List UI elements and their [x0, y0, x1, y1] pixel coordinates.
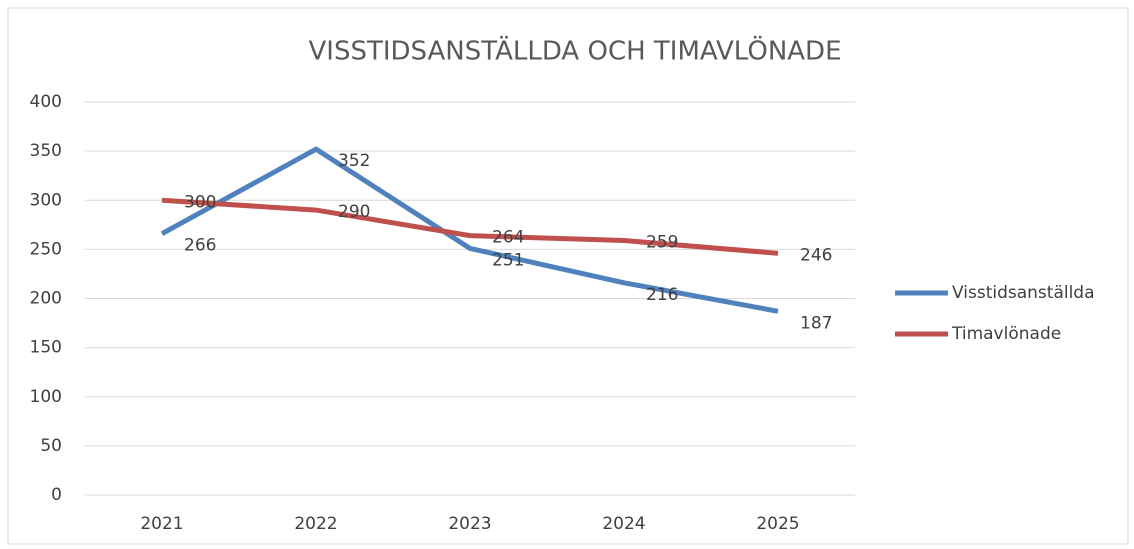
y-tick-label: 0: [51, 485, 62, 505]
x-tick-label: 2021: [140, 514, 183, 534]
chart-title: VISSTIDSANSTÄLLDA OCH TIMAVLÖNADE: [308, 35, 841, 67]
series-line: [161, 197, 779, 256]
x-tick-label: 2022: [294, 514, 337, 534]
data-label: 251: [492, 250, 524, 270]
legend-label: Timavlönade: [951, 324, 1061, 344]
y-tick-label: 350: [30, 141, 62, 161]
series-line: [160, 146, 779, 314]
y-tick-label: 250: [30, 239, 62, 259]
y-tick-label: 50: [40, 436, 62, 456]
data-label: 352: [338, 151, 370, 171]
data-label: 300: [184, 192, 216, 212]
chart-frame: [7, 7, 1129, 545]
y-tick-label: 100: [30, 387, 62, 407]
y-tick-label: 150: [30, 338, 62, 358]
x-tick-label: 2025: [756, 514, 799, 534]
data-label: 264: [492, 228, 524, 248]
data-label: 290: [338, 202, 370, 222]
y-tick-label: 300: [30, 190, 62, 210]
data-label: 266: [184, 236, 216, 256]
data-label: 187: [800, 313, 832, 333]
y-tick-label: 400: [30, 92, 62, 112]
data-label: 216: [646, 285, 678, 305]
data-label: 246: [800, 245, 832, 265]
data-label: 259: [646, 233, 678, 253]
y-tick-label: 200: [30, 289, 62, 309]
x-tick-label: 2024: [602, 514, 645, 534]
legend-label: Visstidsanställda: [952, 283, 1095, 303]
x-tick-label: 2023: [448, 514, 491, 534]
